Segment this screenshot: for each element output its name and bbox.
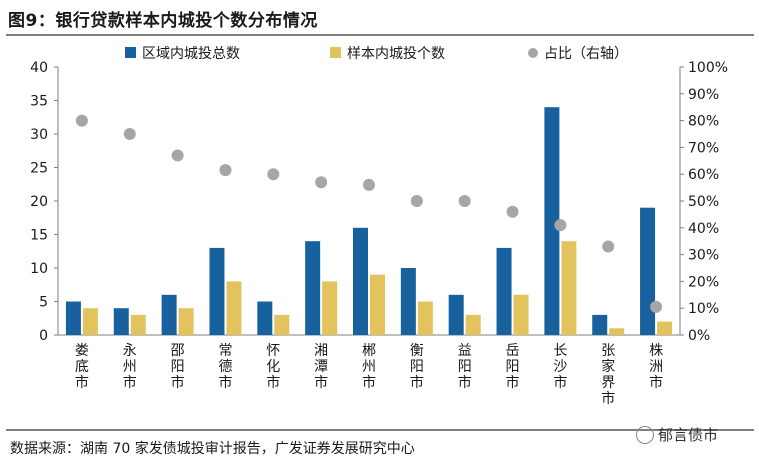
x-tick-label: 郴州市 bbox=[362, 343, 376, 391]
left-tick-label: 15 bbox=[30, 228, 48, 244]
bar-total bbox=[448, 294, 464, 335]
left-tick-label: 40 bbox=[30, 60, 48, 76]
x-tick-label: 怀化市 bbox=[266, 343, 280, 391]
legend-label: 区域内城投总数 bbox=[142, 46, 240, 62]
ratio-point bbox=[650, 300, 663, 313]
bar-total bbox=[161, 294, 177, 335]
left-tick-label: 35 bbox=[30, 94, 48, 110]
bar-total bbox=[544, 107, 560, 335]
ratio-point bbox=[75, 114, 88, 127]
wechat-icon bbox=[636, 425, 654, 444]
legend-swatch bbox=[528, 48, 538, 58]
left-tick-label: 10 bbox=[30, 261, 48, 277]
ratio-point bbox=[123, 128, 136, 140]
bar-total bbox=[113, 308, 129, 335]
right-tick-label: 10% bbox=[688, 301, 719, 317]
bar-sample bbox=[609, 328, 625, 335]
bar-sample bbox=[370, 274, 385, 335]
bar-sample bbox=[465, 314, 481, 335]
bar-sample bbox=[82, 308, 98, 335]
bar-total bbox=[640, 207, 656, 335]
ratio-point bbox=[458, 195, 471, 207]
ratio-point bbox=[267, 168, 280, 181]
top-rule bbox=[6, 34, 754, 36]
bar-total bbox=[353, 227, 368, 335]
bar-total bbox=[592, 314, 608, 335]
ratio-point bbox=[602, 240, 615, 253]
bar-sample bbox=[657, 321, 673, 335]
x-tick-label: 湘潭市 bbox=[314, 343, 328, 391]
left-tick-label: 5 bbox=[39, 295, 48, 311]
chart-marks bbox=[65, 107, 673, 335]
x-tick-label: 衡阳市 bbox=[410, 343, 424, 391]
legend-label: 占比（右轴） bbox=[544, 46, 628, 62]
right-tick-label: 50% bbox=[688, 194, 719, 210]
x-tick-label: 邵阳市 bbox=[171, 343, 185, 391]
ratio-point bbox=[315, 176, 328, 189]
right-tick-label: 100% bbox=[688, 60, 728, 76]
right-tick-label: 30% bbox=[688, 248, 719, 264]
bar-sample bbox=[130, 314, 146, 335]
ratio-point bbox=[363, 178, 375, 191]
x-tick-label: 永州市 bbox=[123, 343, 137, 391]
x-tick-label: 娄底市 bbox=[75, 343, 89, 391]
x-tick-label: 长沙市 bbox=[553, 343, 567, 391]
x-tick-label: 张家界市 bbox=[601, 343, 615, 407]
watermark-text: 郁言债市 bbox=[658, 426, 719, 444]
ratio-point bbox=[171, 149, 184, 162]
bar-sample bbox=[561, 241, 577, 335]
right-tick-label: 60% bbox=[688, 167, 719, 183]
right-tick-label: 70% bbox=[688, 140, 719, 156]
bar-total bbox=[257, 301, 273, 335]
x-tick-label: 岳阳市 bbox=[506, 343, 520, 391]
bar-total bbox=[65, 301, 81, 335]
left-tick-label: 0 bbox=[39, 328, 48, 344]
bar-sample bbox=[417, 301, 433, 335]
bottom-rule bbox=[6, 429, 754, 431]
x-tick-label: 益阳市 bbox=[458, 343, 472, 391]
right-tick-label: 80% bbox=[688, 114, 719, 130]
right-tick-label: 40% bbox=[688, 221, 719, 237]
bar-total bbox=[209, 247, 225, 335]
bar-total bbox=[496, 247, 512, 335]
left-tick-label: 30 bbox=[30, 127, 48, 143]
left-tick-label: 25 bbox=[30, 161, 48, 177]
x-axis-labels: 娄底市 永州市 邵阳市 常德市 怀化市 湘潭市 郴州市 衡阳市 益阳市 岳阳市 长沙市 张家界市 株洲市 bbox=[75, 343, 663, 407]
ratio-point bbox=[554, 219, 567, 232]
legend-swatch bbox=[125, 47, 136, 58]
legend-label: 样本内城投个数 bbox=[347, 46, 445, 62]
x-tick-label: 株洲市 bbox=[649, 343, 663, 391]
bar-sample bbox=[513, 294, 529, 335]
right-tick-label: 20% bbox=[688, 274, 719, 290]
bar-sample bbox=[178, 308, 194, 335]
bar-sample bbox=[322, 281, 338, 335]
legend-swatch bbox=[330, 47, 341, 58]
left-tick-label: 20 bbox=[30, 194, 48, 210]
ratio-point bbox=[219, 164, 232, 177]
bar-sample bbox=[274, 314, 290, 335]
ratio-point bbox=[506, 205, 519, 218]
source-note: 数据来源：湖南 70 家发债城投审计报告，广发证券发展研究中心 bbox=[10, 441, 415, 457]
ratio-point bbox=[410, 195, 423, 207]
figure-title: 图9：银行贷款样本内城投个数分布情况 bbox=[8, 11, 318, 31]
bar-total bbox=[305, 241, 321, 335]
x-tick-label: 常德市 bbox=[218, 343, 232, 391]
bar-total bbox=[400, 268, 416, 335]
legend: 区域内城投总数 样本内城投个数 占比（右轴） bbox=[125, 46, 628, 62]
right-tick-label: 90% bbox=[688, 87, 719, 103]
bar-sample bbox=[226, 281, 242, 335]
right-tick-label: 0% bbox=[688, 328, 710, 344]
watermark: 郁言债市 bbox=[636, 424, 718, 445]
right-axis: 0% 10% 20% 30% 40% 50% 60% 70% 80% 90% 100% bbox=[679, 60, 728, 344]
